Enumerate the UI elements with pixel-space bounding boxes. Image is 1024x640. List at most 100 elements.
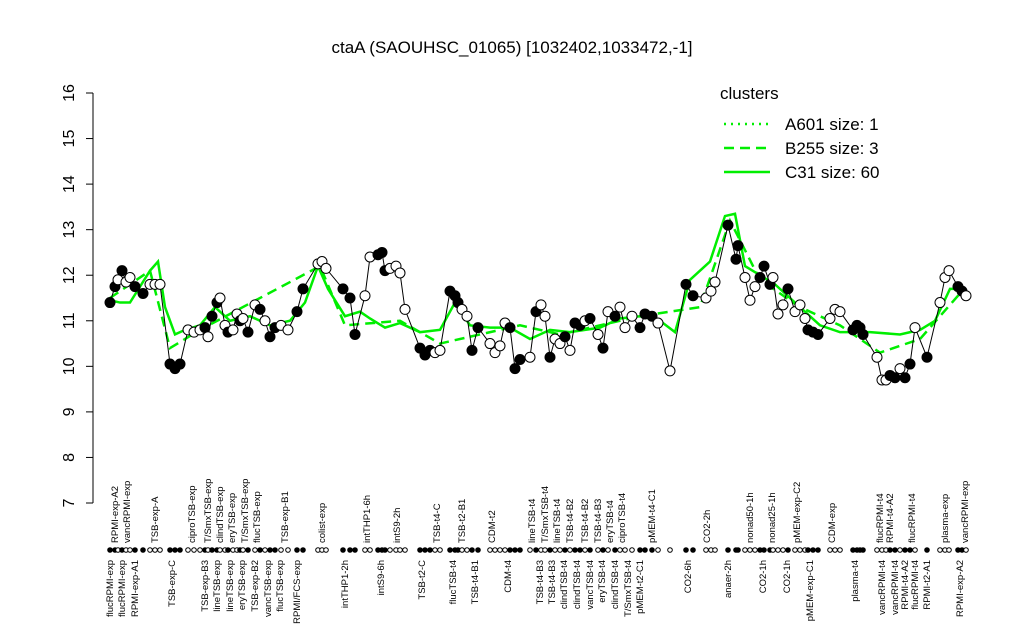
rug-point [752,547,758,553]
x-label: TSB-t4-B2 [580,499,591,543]
rug-point [382,547,388,553]
x-label: flucTSB-exp [275,560,286,612]
x-label: lineTSB-exp [212,560,223,612]
x-label: CO2-6h [683,560,694,593]
data-point [359,290,371,302]
x-label: CO2-1h [758,560,769,593]
x-label: TSB-t4-B3 [547,560,558,604]
rug-point [690,547,696,553]
data-point [504,322,516,334]
data-point [259,315,271,327]
rug-point [437,547,443,553]
x-label: TSB-t2-B1 [457,499,468,543]
data-point [609,310,621,322]
rug-point [512,547,518,553]
rug-point [649,547,655,553]
data-point [237,313,249,324]
rug-point [167,547,173,553]
rug-point [605,547,611,553]
data-point [646,310,658,322]
rug-point [177,547,183,553]
x-label: vancTSB-t4 [585,560,596,610]
rug-point [447,547,453,553]
data-point [782,283,794,295]
rug-point [475,547,481,553]
rug-point [157,547,163,553]
rug-point [892,547,898,553]
x-label: CDM-exp [827,503,838,543]
data-point [709,276,721,288]
rug-point [240,547,246,553]
rug-point [323,547,329,553]
chart-title: ctaA (SAOUHSC_01065) [1032402,1033472,-1… [331,38,692,57]
rug-point [417,547,423,553]
rug-point [562,547,568,553]
y-tick-label: 14 [61,175,78,193]
x-label: TSB-t4-B2 [565,499,576,543]
rug-point [502,547,508,553]
x-label: CO2-1h [782,560,793,593]
rug-point [785,547,791,553]
x-label: flucTSB-exp [252,491,263,543]
data-point [297,283,309,295]
data-point [344,292,356,304]
x-label: CO2-2h [702,510,713,543]
y-tick-label: 16 [61,84,78,102]
x-label: eryTSB-t4 [605,500,616,543]
rug-point [924,547,930,553]
x-label: lineTSB-t4 [527,499,538,543]
rug-point [469,547,475,553]
rug-point [912,547,918,553]
data-point [535,299,547,311]
rug-point [432,547,438,553]
rug-point [542,547,548,553]
data-point [749,281,761,293]
rug-point [402,547,408,553]
data-point [871,351,883,363]
rug-point [582,547,588,553]
rug-point [963,547,969,553]
rug-point [127,547,133,553]
x-label: eryTSB-exp [237,560,248,610]
rug-point [352,547,358,553]
x-label: intTHP1-2h [340,560,351,608]
x-label: TSB-t4-C [432,503,443,543]
data-point [824,313,836,324]
rug-point [497,547,503,553]
data-point [129,281,141,293]
data-point [834,306,846,318]
rug-point [577,547,583,553]
data-point [544,351,556,363]
rug-point [837,547,843,553]
rug-point [197,547,203,553]
data-point [509,363,521,375]
data-point [254,303,266,315]
rug-point [860,547,866,553]
rug-point [557,547,563,553]
x-label: colist-exp [317,503,328,543]
data-point [652,317,664,329]
x-label: TSB-exp-B1 [280,491,291,543]
data-point [472,322,484,334]
rug-point [683,547,689,553]
data-point [104,297,116,309]
rug-point [742,547,748,553]
x-label: vancRPMI-t4 [890,560,901,615]
rug-point [209,547,215,553]
data-point [614,301,626,313]
data-point [772,308,784,320]
data-point [394,267,406,279]
rug-point [775,547,781,553]
legend-label: C31 size: 60 [785,163,880,182]
data-point [943,265,955,277]
data-point [889,372,901,384]
data-point [461,310,473,322]
data-point [399,303,411,315]
legend-label: A601 size: 1 [785,115,879,134]
rug-point [152,547,158,553]
data-point [337,283,349,295]
data-point [264,331,276,343]
data-point [664,365,676,377]
rug-point [387,547,393,553]
